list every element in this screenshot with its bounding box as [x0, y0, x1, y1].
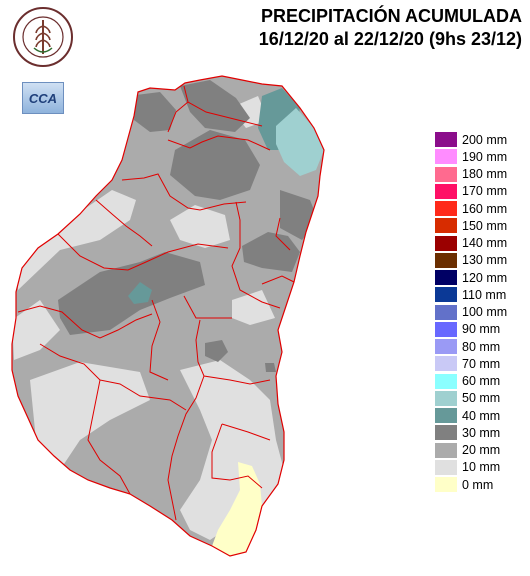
legend-item: 120 mm	[435, 269, 507, 286]
legend-item: 80 mm	[435, 338, 507, 355]
cca-logo-text: CCA	[28, 90, 58, 106]
legend-item: 100 mm	[435, 304, 507, 321]
department-boundaries	[17, 85, 295, 521]
legend-swatch	[435, 408, 457, 424]
legend-item: 130 mm	[435, 252, 507, 269]
legend-swatch	[435, 390, 457, 406]
legend-label: 200 mm	[462, 132, 508, 147]
legend-swatch	[435, 356, 457, 372]
legend-item: 10 mm	[435, 459, 507, 476]
legend-label: 170 mm	[462, 184, 508, 199]
legend-label: 180 mm	[462, 167, 508, 182]
legend-swatch	[435, 321, 457, 337]
legend-label: 30 mm	[462, 425, 501, 440]
legend-item: 50 mm	[435, 390, 507, 407]
legend-label: 150 mm	[462, 218, 508, 233]
legend-swatch	[435, 183, 457, 199]
legend-item: 90 mm	[435, 321, 507, 338]
legend-label: 10 mm	[462, 460, 501, 475]
legend-swatch	[435, 252, 457, 268]
legend-label: 20 mm	[462, 443, 501, 458]
legend-item: 30 mm	[435, 424, 507, 441]
legend-item: 140 mm	[435, 235, 507, 252]
legend-item: 20 mm	[435, 442, 507, 459]
legend-label: 140 mm	[462, 236, 508, 251]
cca-logo: CCA	[22, 82, 64, 114]
legend-label: 160 mm	[462, 201, 508, 216]
legend-swatch	[435, 477, 457, 493]
legend-swatch	[435, 287, 457, 303]
legend-label: 60 mm	[462, 374, 501, 389]
legend-label: 70 mm	[462, 356, 501, 371]
legend-swatch	[435, 373, 457, 389]
legend-item: 160 mm	[435, 200, 507, 217]
legend-swatch	[435, 218, 457, 234]
legend-label: 90 mm	[462, 322, 501, 337]
legend-item: 150 mm	[435, 217, 507, 234]
legend-item: 60 mm	[435, 373, 507, 390]
legend-item: 40 mm	[435, 407, 507, 424]
legend-swatch	[435, 459, 457, 475]
legend-swatch	[435, 442, 457, 458]
map-title: PRECIPITACIÓN ACUMULADA 16/12/20 al 22/1…	[259, 5, 522, 51]
legend-label: 100 mm	[462, 305, 508, 320]
legend-label: 40 mm	[462, 408, 501, 423]
title-line-1: PRECIPITACIÓN ACUMULADA	[261, 6, 522, 26]
title-line-2: 16/12/20 al 22/12/20 (9hs 23/12)	[258, 29, 522, 49]
legend-item: 110 mm	[435, 286, 507, 303]
legend-swatch	[435, 201, 457, 217]
legend-label: 0 mm	[462, 477, 494, 492]
legend-swatch	[435, 166, 457, 182]
legend-item: 70 mm	[435, 355, 507, 372]
legend-swatch	[435, 304, 457, 320]
legend-label: 110 mm	[462, 287, 507, 302]
legend-swatch	[435, 149, 457, 165]
legend-swatch	[435, 132, 457, 148]
legend-swatch	[435, 425, 457, 441]
legend-item: 180 mm	[435, 166, 507, 183]
precipitation-fill	[12, 76, 324, 556]
legend-item: 0 mm	[435, 476, 507, 493]
legend-item: 190 mm	[435, 148, 507, 165]
legend-swatch	[435, 339, 457, 355]
legend-label: 120 mm	[462, 270, 508, 285]
legend-label: 190 mm	[462, 149, 508, 164]
legend-item: 200 mm	[435, 131, 507, 148]
precipitation-legend: 200 mm 190 mm 180 mm 170 mm 160 mm 150 mm 140 …	[435, 131, 507, 493]
bolsa-de-cereales-logo	[13, 7, 73, 67]
legend-swatch	[435, 270, 457, 286]
legend-label: 80 mm	[462, 339, 501, 354]
legend-item: 170 mm	[435, 183, 507, 200]
legend-label: 130 mm	[462, 253, 508, 268]
legend-swatch	[435, 235, 457, 251]
legend-label: 50 mm	[462, 391, 501, 406]
